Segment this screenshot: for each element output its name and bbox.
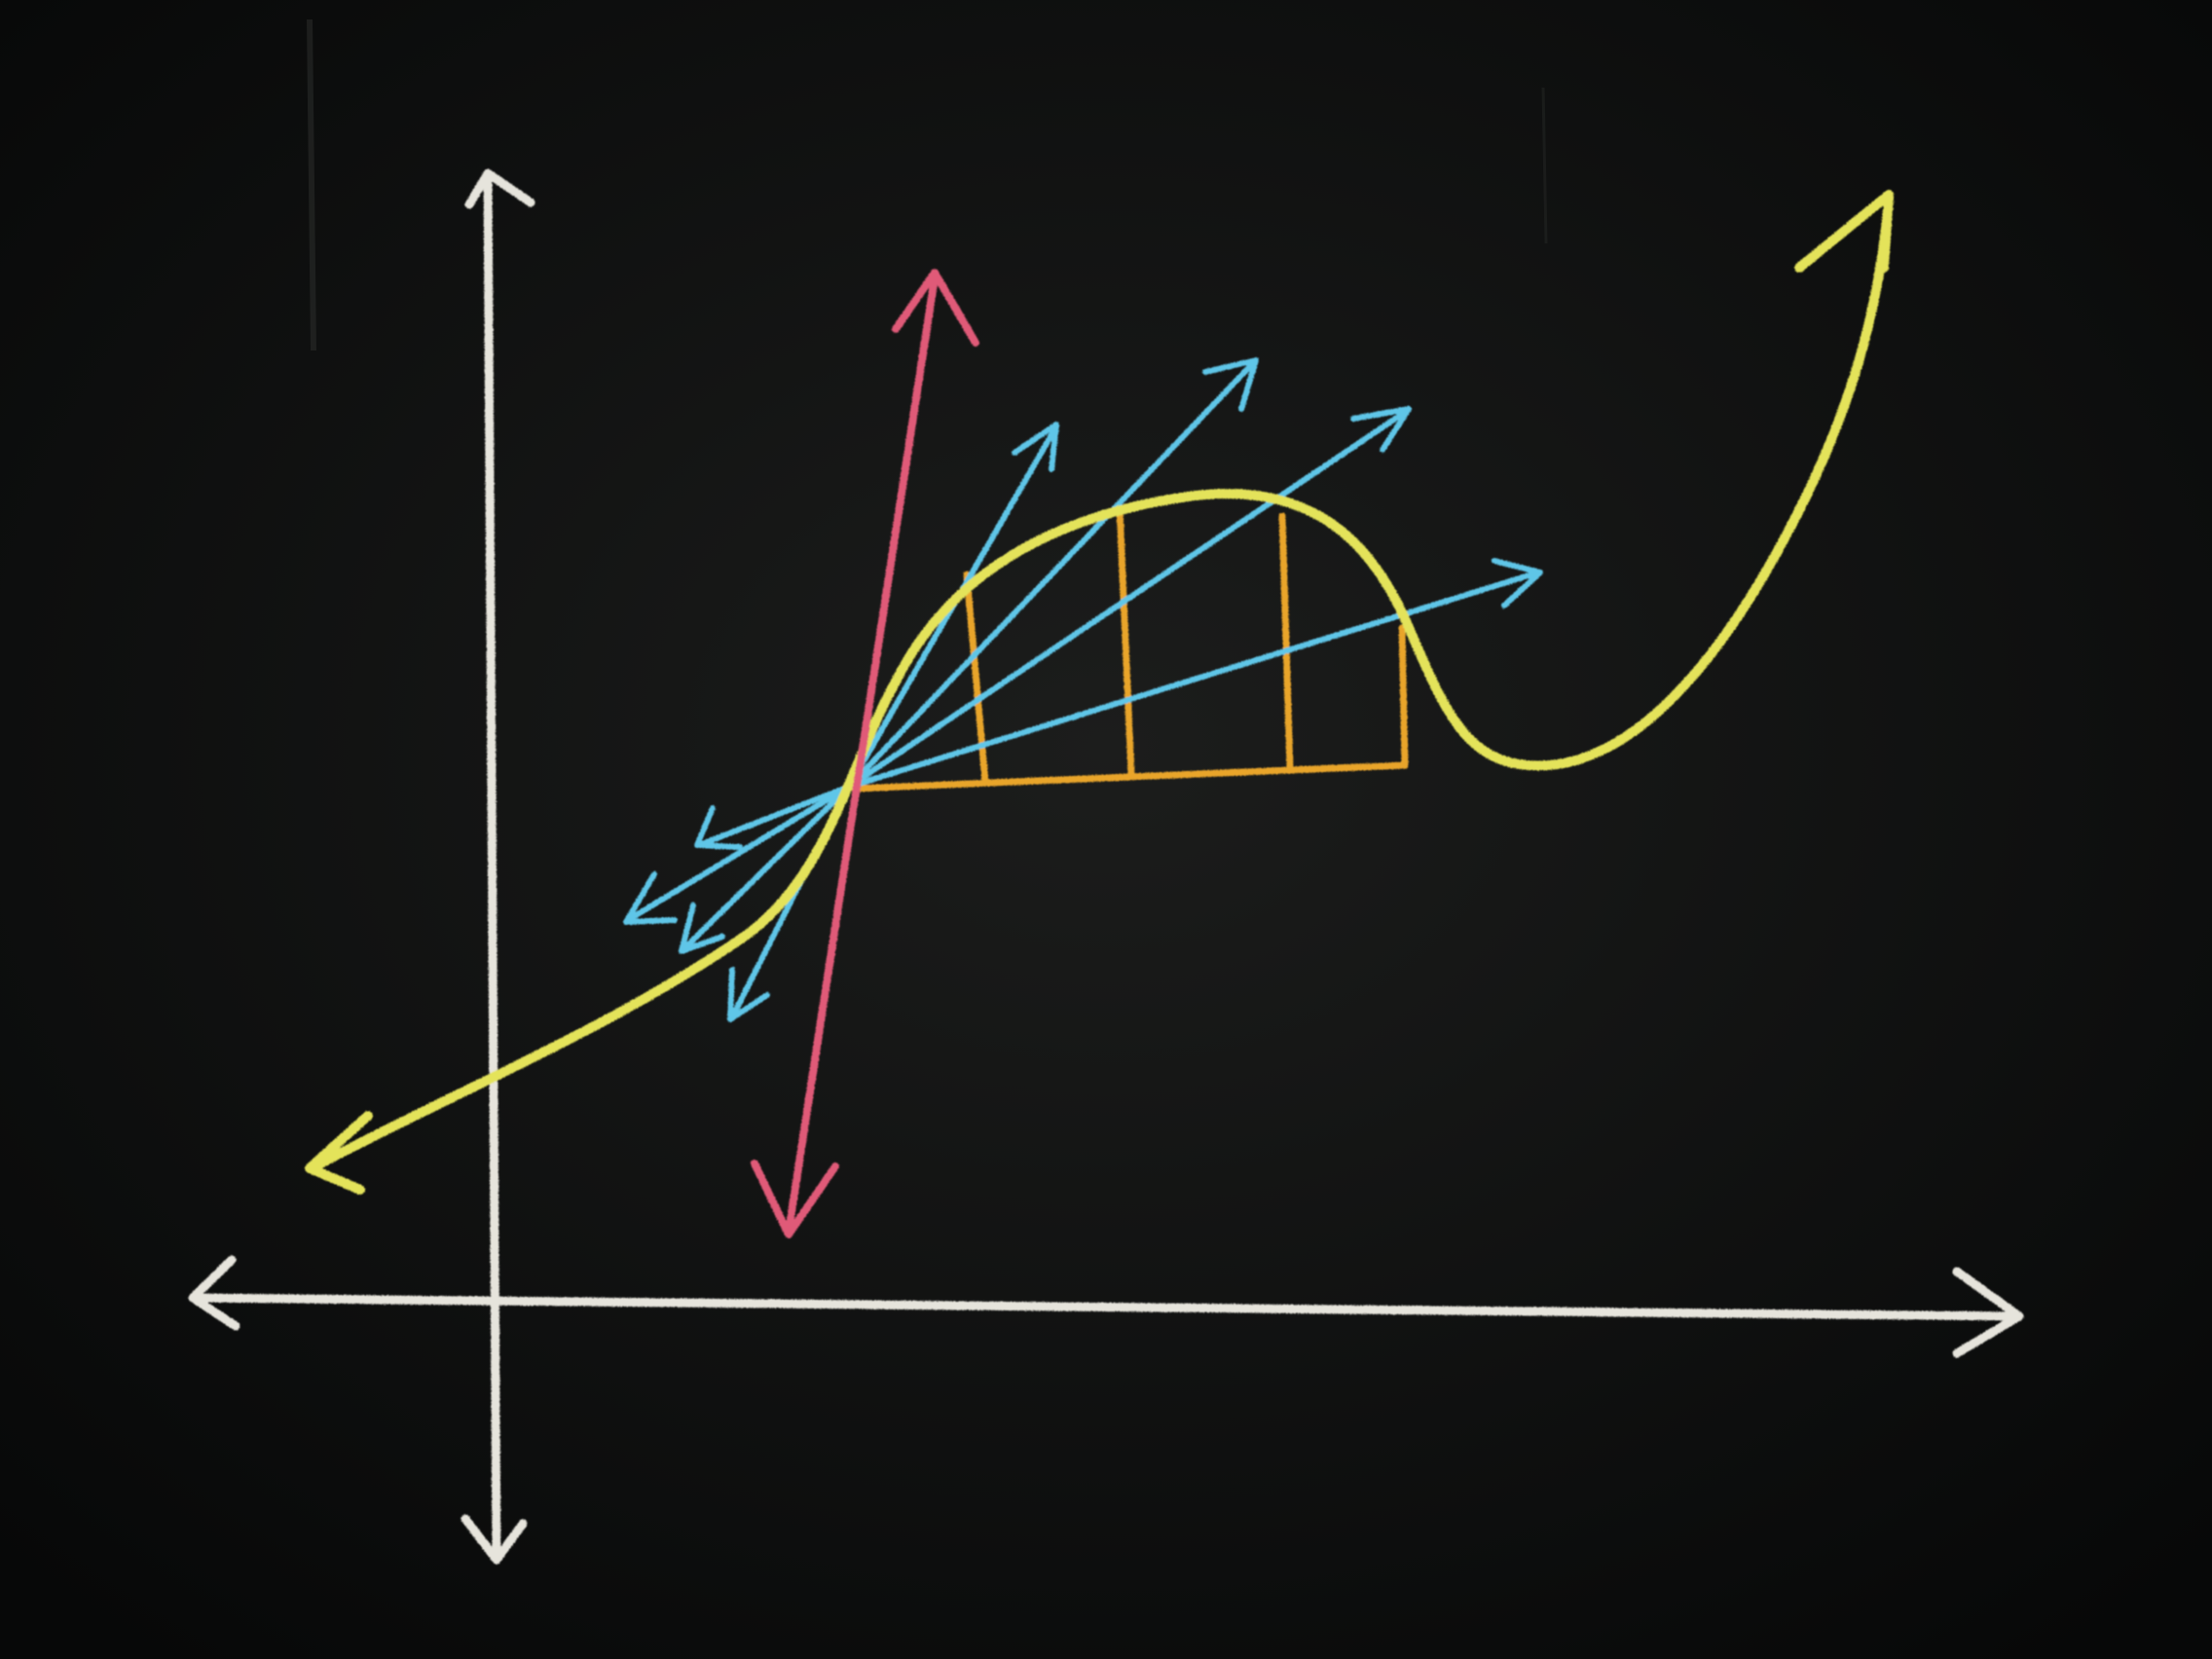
ray-line [625,784,852,923]
ray-line [846,570,1541,790]
ray-line [846,359,1257,790]
eraser-smudge [307,18,316,351]
ray-arrowhead [1492,558,1543,608]
ray-line [846,408,1410,790]
x-axis-line [188,1293,2022,1321]
riemann-bar-edge [1116,504,1135,779]
ray-arrowhead [727,967,770,1022]
ray-arrowhead [1012,422,1059,472]
ray-arrowhead [1202,357,1259,412]
x-axis-left-arrowhead [188,1255,240,1331]
secant-down-arrowhead [751,1160,839,1238]
secant-line-stroke [785,274,939,1235]
curve-left-arrowhead [305,1111,373,1195]
direction-rays [623,357,1543,1022]
riemann-bar-edge [1278,512,1294,773]
x-axis-right-arrowhead [1952,1267,2024,1358]
y-axis-up-arrowhead [464,168,535,209]
ray-line [696,784,852,848]
ray-line [681,784,852,952]
ray-arrowhead [679,903,725,954]
y-axis-line [483,170,501,1563]
eraser-smudge [1541,87,1548,244]
ray-arrowhead [1350,406,1412,453]
coordinate-axes [188,168,2024,1565]
ray-arrowhead [623,871,678,925]
curve-line [307,195,1894,1173]
riemann-bar-edge [1398,624,1409,769]
secant-up-arrowhead [892,269,979,347]
secant-line [751,269,979,1238]
function-curve [305,190,1894,1195]
curve-right-arrowhead [1794,190,1894,273]
y-axis-down-arrowhead [461,1514,528,1565]
ray-arrowhead [694,805,743,850]
riemann-rectangles [851,504,1409,793]
